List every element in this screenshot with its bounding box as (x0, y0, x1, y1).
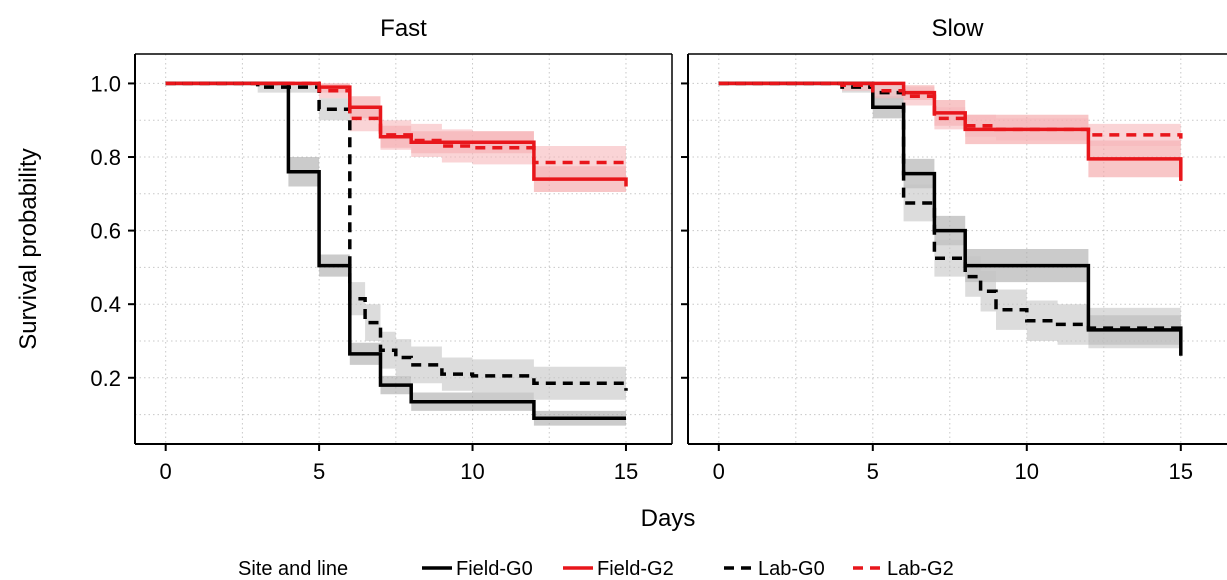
y-axis-title: Survival probability (15, 148, 42, 349)
legend-label-lab-g0: Lab-G0 (758, 558, 825, 580)
x-tick-label-fast-5: 5 (313, 459, 325, 484)
x-axis-title: Days (641, 505, 696, 532)
legend-title: Site and line (238, 558, 348, 580)
ci-band-fast-lab-g2 (165, 83, 626, 181)
ci-band-slow-field-g0 (718, 83, 1181, 360)
series-line-fast-field-g0 (165, 81, 626, 420)
x-tick-label-slow-15: 15 (1169, 459, 1193, 484)
y-tick-label-0-4: 0.4 (90, 292, 121, 317)
x-tick-label-fast-0: 0 (160, 459, 172, 484)
panel-title-fast: Fast (380, 15, 427, 42)
x-tick-label-slow-5: 5 (867, 459, 879, 484)
ci-band-slow-lab-g2 (718, 83, 1181, 150)
panel-slow: Slow 0 5 10 15 (681, 15, 1227, 484)
series-line-slow-lab-g2 (718, 81, 1183, 139)
legend: Site and line Field-G0 Field-G2 Lab-G0 Lab-… (238, 558, 954, 580)
panel-title-slow: Slow (931, 15, 984, 42)
x-tick-label-slow-10: 10 (1015, 459, 1039, 484)
panel-fast: Fast 0 5 10 15 0.2 0.4 0.6 0.8 1.0 (90, 15, 673, 484)
series-line-fast-lab-g0 (165, 81, 628, 391)
legend-label-field-g2: Field-G2 (597, 558, 674, 580)
ci-band-fast-lab-g0 (165, 83, 626, 408)
legend-label-field-g0: Field-G0 (456, 558, 533, 580)
ci-band-slow-lab-g0 (718, 83, 1181, 353)
x-tick-label-slow-0: 0 (713, 459, 725, 484)
y-tick-label-0-2: 0.2 (90, 366, 121, 391)
legend-label-lab-g2: Lab-G2 (887, 558, 954, 580)
x-tick-label-fast-10: 10 (460, 459, 484, 484)
y-tick-label-1: 1.0 (90, 71, 121, 96)
y-tick-label-0-6: 0.6 (90, 219, 121, 244)
x-tick-label-fast-15: 15 (614, 459, 638, 484)
y-tick-label-0-8: 0.8 (90, 145, 121, 170)
